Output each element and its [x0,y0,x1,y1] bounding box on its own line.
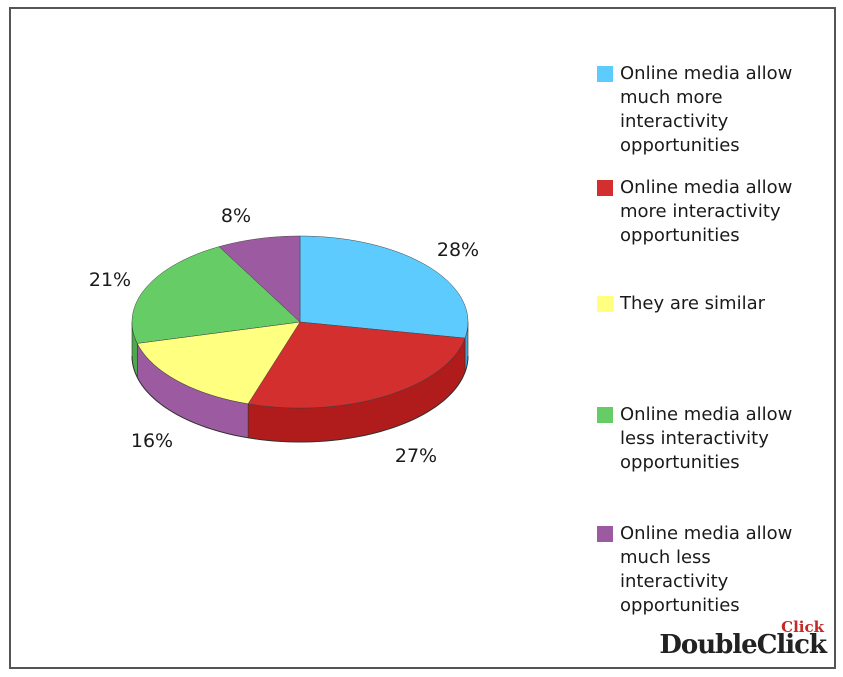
legend-label: Online media allow much more interactivi… [620,63,793,156]
legend-swatch [597,526,613,542]
pie-bottom-edge [131,355,469,443]
pie-slice [218,235,301,323]
pie-sides [131,322,469,443]
logo-top-text: Click [781,618,824,636]
doubleclick-logo: Click DoubleClick [640,618,830,666]
legend-swatch [597,180,613,196]
legend-swatch [597,296,613,312]
legend-label: Online media allow less interactivity op… [620,404,793,473]
legend-label: They are similar [620,293,766,314]
pie-percent-label: 27% [395,445,437,467]
pie-percent-label: 16% [131,430,173,452]
legend-swatch [597,407,613,423]
legend-label: Online media allow more interactivity op… [620,177,793,246]
logo-main-text: DoubleClick [659,630,827,660]
pie-labels: 28% 27% 16% 21% 8% [89,205,479,467]
pie-top [131,235,469,409]
pie-percent-label: 8% [221,205,251,227]
pie-slice [299,235,469,339]
legend-label: Online media allow much less interactivi… [620,523,793,616]
pie-slice [131,246,301,344]
pie-slice [136,321,301,405]
pie-percent-label: 28% [437,239,479,261]
legend-swatch [597,66,613,82]
pie-slice [247,321,466,409]
pie-percent-label: 21% [89,269,131,291]
